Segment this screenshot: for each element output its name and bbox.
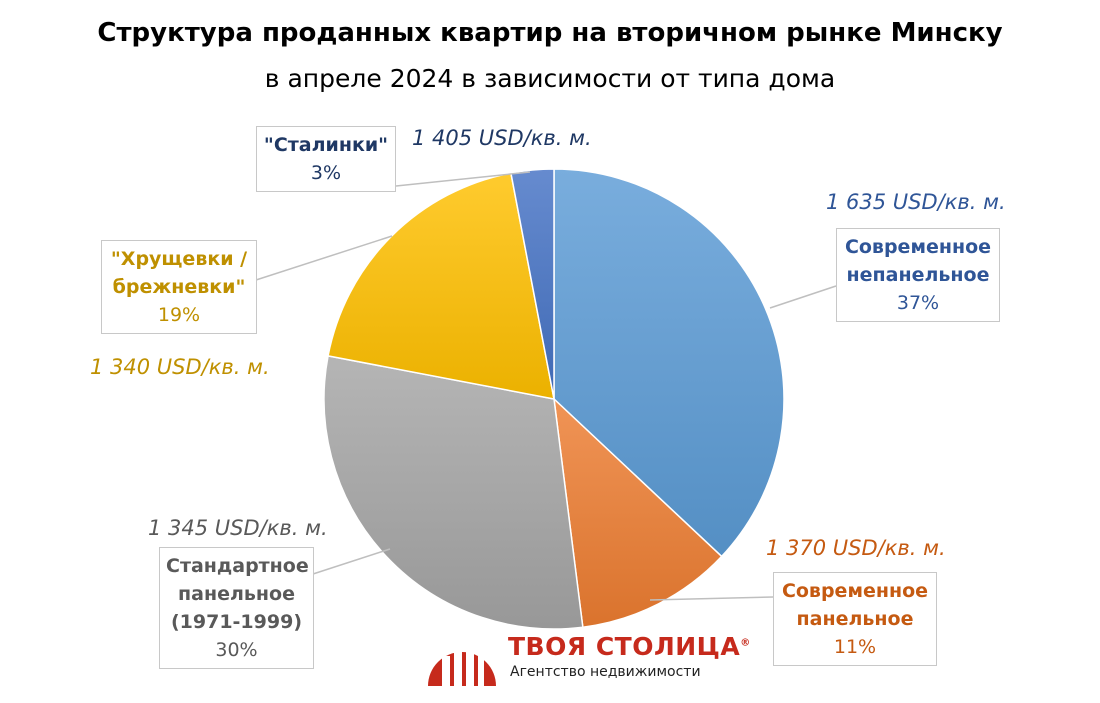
data-label-name: Современное — [781, 580, 929, 602]
building-logo-icon — [428, 638, 496, 686]
data-label-stalin: "Сталинки" 3% — [256, 126, 396, 192]
pie-slice-standard-panel — [323, 355, 584, 630]
data-label-modern-nonpanel: Современное непанельное 37% — [836, 228, 1000, 322]
leader-line-khrushchev — [255, 235, 393, 281]
leader-line-modern-panel — [649, 596, 774, 601]
data-label-standard-panel: Стандартное панельное (1971-1999) 30% — [159, 547, 314, 669]
agency-logo: ТВОЯ СТОЛИЦА® Агентство недвижимости — [426, 626, 750, 686]
data-label-percent: 19% — [157, 304, 201, 326]
data-label-percent: 37% — [896, 292, 940, 314]
data-label-name: панельное — [178, 583, 295, 605]
chart-title: Структура проданных квартир на вторичном… — [97, 18, 1003, 48]
data-label-name: "Сталинки" — [263, 134, 389, 156]
data-label-name: непанельное — [846, 264, 990, 286]
logo-tagline: Агентство недвижимости — [510, 664, 701, 680]
data-label-name: панельное — [796, 608, 914, 630]
data-label-percent: 11% — [833, 636, 877, 658]
price-label-khrushchev: 1 340 USD/кв. м. — [90, 355, 270, 379]
price-label-modern-panel: 1 370 USD/кв. м. — [766, 536, 946, 560]
pie-slice-modern-nonpanel — [553, 168, 785, 558]
pie-slice-stalin — [510, 168, 555, 400]
data-label-name: Стандартное — [166, 555, 309, 577]
data-label-name: брежневки" — [112, 276, 246, 298]
data-label-name: "Хрущевки / — [110, 248, 248, 270]
data-label-percent: 30% — [215, 639, 258, 661]
price-label-stalin: 1 405 USD/кв. м. — [412, 126, 592, 150]
data-label-modern-panel: Современное панельное 11% — [773, 572, 937, 666]
leader-line-modern-nonpanel — [769, 285, 837, 309]
pie-slice-modern-panel — [552, 397, 723, 629]
leader-line-stalin — [395, 171, 531, 187]
chart-subtitle: в апреле 2024 в зависимости от типа дома — [264, 64, 836, 93]
data-label-name: Современное — [844, 236, 992, 258]
leader-line-standard-panel — [312, 548, 391, 575]
price-label-standard-panel: 1 345 USD/кв. м. — [148, 516, 328, 540]
logo-brand-name: ТВОЯ СТОЛИЦА® — [508, 632, 751, 661]
data-label-percent: 3% — [310, 162, 342, 184]
data-label-khrushchev: "Хрущевки / брежневки" 19% — [101, 240, 257, 334]
price-label-modern-nonpanel: 1 635 USD/кв. м. — [826, 190, 1006, 214]
data-label-name: (1971-1999) — [170, 611, 302, 633]
